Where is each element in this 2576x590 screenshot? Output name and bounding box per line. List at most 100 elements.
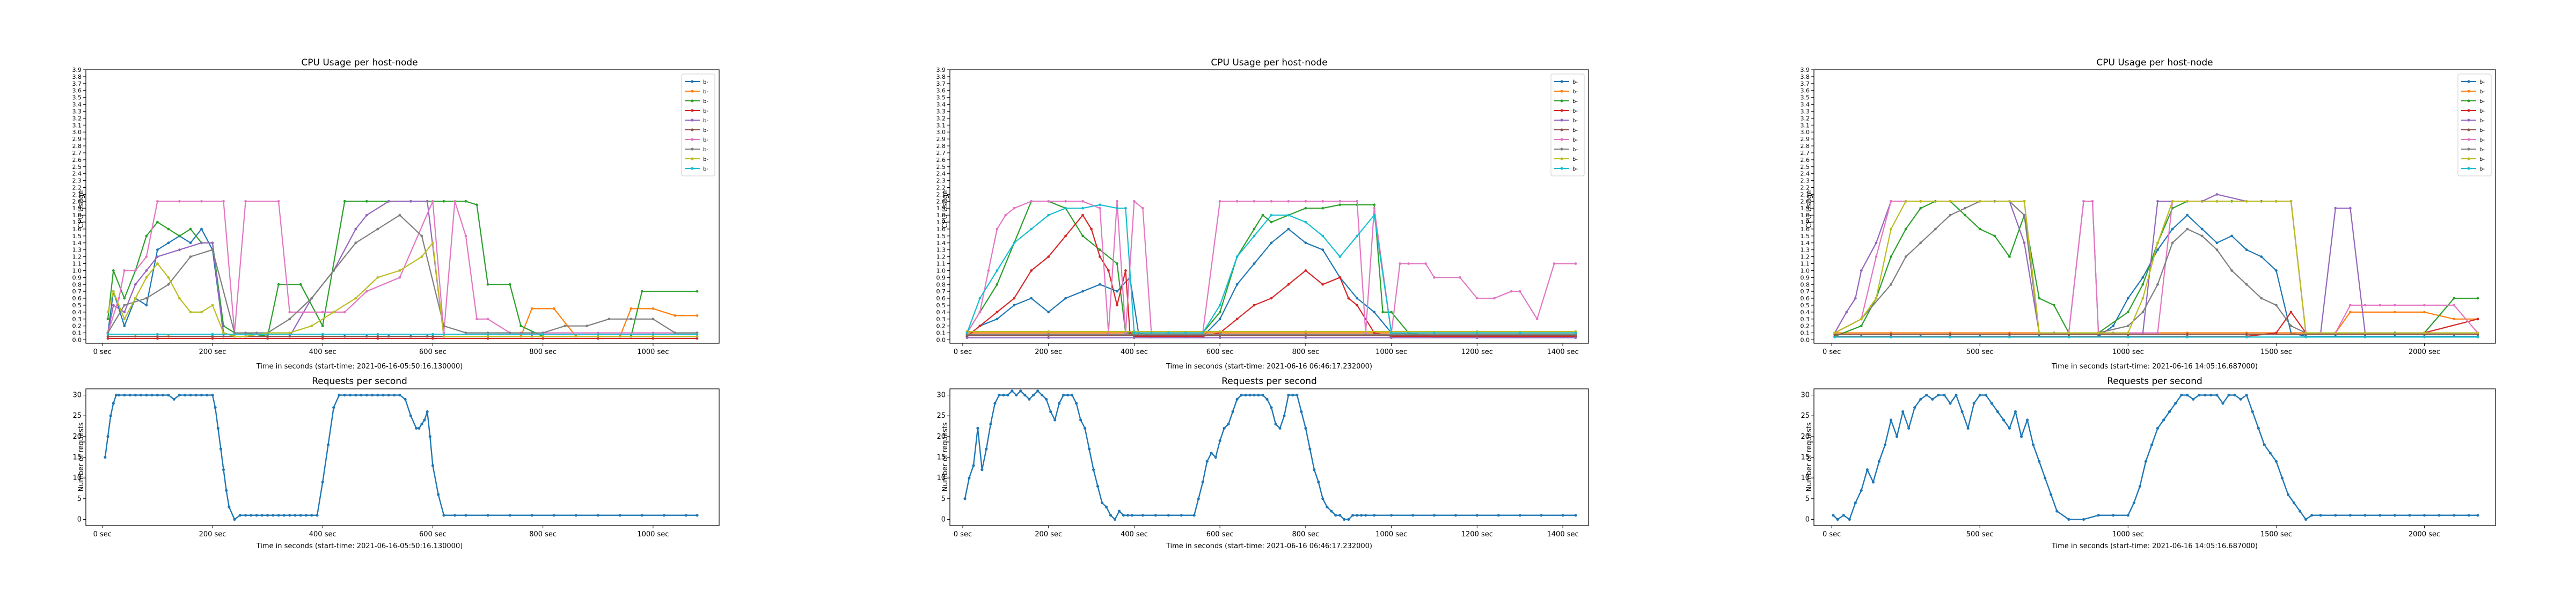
data-point — [2263, 443, 2266, 446]
data-point — [343, 200, 346, 203]
data-point — [2126, 311, 2129, 314]
x-tick-label: 200 sec — [199, 530, 226, 539]
data-point — [1518, 290, 1521, 293]
legend-marker — [2467, 148, 2470, 151]
data-point — [1407, 262, 1410, 265]
data-point — [1081, 206, 1084, 210]
data-point — [428, 435, 431, 438]
data-point — [310, 514, 313, 517]
data-point — [2408, 514, 2411, 517]
data-point — [219, 447, 222, 451]
legend-marker — [2467, 119, 2470, 122]
data-point — [1274, 423, 1277, 426]
data-point — [178, 394, 181, 397]
data-point — [189, 227, 192, 231]
y-tick-label: 20 — [72, 433, 82, 441]
data-point — [109, 414, 112, 417]
legend-marker — [1560, 167, 1563, 170]
data-point — [1013, 206, 1016, 210]
data-point — [2268, 452, 2272, 455]
legend-label: b- — [2479, 128, 2485, 134]
data-point — [1240, 394, 1243, 397]
data-point — [1890, 333, 1893, 336]
legend-label: b- — [703, 108, 708, 114]
x-tick-label: 1400 sec — [1547, 348, 1579, 356]
data-point — [431, 241, 434, 245]
data-point — [1356, 200, 1359, 203]
x-tick-label: 1000 sec — [2112, 530, 2144, 539]
data-point — [167, 227, 170, 231]
y-tick-label: 3.5 — [72, 94, 82, 101]
data-point — [1081, 290, 1084, 293]
y-tick-label: 1.4 — [72, 240, 82, 247]
data-point — [486, 514, 489, 517]
legend-marker — [691, 80, 694, 83]
data-point — [1356, 304, 1359, 307]
data-point — [1081, 234, 1084, 238]
req-ylabel-2: Number of requests — [941, 422, 949, 491]
data-point — [998, 394, 1001, 397]
y-tick-label: 1.3 — [936, 247, 946, 254]
data-point — [321, 324, 324, 328]
y-tick-label: 3.6 — [72, 87, 82, 94]
y-tick-label: 0.2 — [936, 323, 946, 330]
data-point — [1356, 234, 1359, 238]
data-point — [652, 333, 655, 336]
data-point — [1124, 331, 1127, 334]
data-point — [1062, 394, 1065, 397]
data-point — [1304, 269, 1307, 272]
data-point — [360, 394, 363, 397]
data-point — [420, 234, 423, 238]
data-point — [1351, 514, 1355, 517]
data-point — [2245, 200, 2248, 203]
data-point — [2304, 336, 2307, 338]
data-point — [1019, 389, 1022, 393]
plot-frame — [949, 69, 1589, 344]
data-point — [1201, 481, 1204, 484]
cpu-xlabel-2: Time in seconds (start-time: 2021-06-16 … — [1166, 363, 1372, 371]
data-point — [2286, 493, 2290, 496]
x-tick-label: 500 sec — [1966, 530, 1994, 539]
data-point — [1096, 485, 1100, 488]
legend-label: b- — [1572, 166, 1578, 172]
data-point — [2245, 283, 2248, 286]
data-point — [2304, 331, 2307, 334]
y-tick-label: 1.7 — [936, 219, 946, 226]
req-title-3: Requests per second — [2107, 376, 2202, 387]
data-point — [2260, 297, 2263, 300]
data-point — [1875, 241, 1878, 245]
data-point — [596, 514, 599, 517]
y-tick-label: 3.5 — [936, 94, 946, 101]
data-point — [409, 200, 412, 203]
data-point — [2171, 241, 2174, 245]
y-tick-label: 5 — [1805, 495, 1810, 503]
data-point — [2156, 283, 2159, 286]
series-line-7 — [966, 201, 1576, 334]
data-point — [437, 493, 440, 496]
data-point — [652, 307, 655, 310]
data-point — [2008, 200, 2011, 203]
y-tick-label: 1.3 — [72, 247, 82, 254]
data-point — [530, 307, 533, 310]
data-point — [2393, 514, 2396, 517]
data-point — [1214, 455, 1217, 459]
req-xlabel-2: Time in seconds (start-time: 2021-06-16 … — [1166, 542, 1372, 550]
y-tick-label: 2.4 — [1801, 171, 1810, 178]
data-point — [365, 394, 368, 397]
data-point — [1218, 333, 1221, 336]
data-point — [996, 283, 999, 286]
data-point — [211, 337, 214, 340]
legend-marker — [1560, 119, 1563, 122]
y-tick-label: 2.6 — [936, 157, 946, 164]
data-point — [696, 514, 699, 517]
y-tick-label: 3.8 — [1801, 73, 1810, 80]
data-point — [1364, 514, 1367, 517]
legend-label: b- — [2479, 118, 2485, 124]
req-ylabel-1: Number of requests — [77, 422, 85, 491]
data-point — [2141, 283, 2145, 286]
data-point — [993, 402, 997, 405]
y-tick-label: 0.5 — [936, 302, 946, 309]
y-tick-label: 1.1 — [1801, 261, 1810, 268]
y-tick-label: 2.7 — [72, 150, 82, 157]
data-point — [1304, 241, 1307, 245]
